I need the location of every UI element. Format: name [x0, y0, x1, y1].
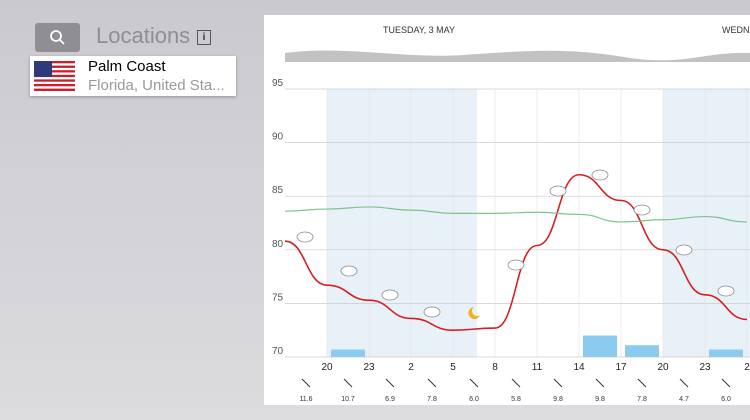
y-tick-label: 75: [272, 292, 284, 303]
weather-icon: [633, 204, 651, 216]
wind-arrow: [511, 378, 521, 388]
x-tick-label: 20: [657, 362, 669, 373]
wind-speed: 5.8: [511, 396, 521, 403]
day-label: WEDNE: [722, 25, 750, 35]
precip-bar: [709, 349, 743, 357]
location-region: Florida, United Sta...: [88, 77, 225, 94]
x-tick-label: 2: [408, 362, 414, 373]
wind-arrow: [301, 378, 311, 388]
y-tick-label: 90: [272, 132, 284, 143]
night-band: [327, 89, 477, 357]
weather-icon: [507, 259, 525, 271]
wind-speed: 7.8: [427, 396, 437, 403]
wind-speed: 6.9: [385, 396, 395, 403]
flag-icon: [34, 61, 75, 91]
x-tick-label: 5: [450, 362, 456, 373]
wind-speed: 9.8: [553, 396, 563, 403]
weather-icon: [423, 306, 441, 318]
overview-strip: [285, 50, 750, 62]
x-tick-label: 23: [699, 362, 711, 373]
x-tick-label: 14: [573, 362, 585, 373]
weather-icon: [591, 169, 609, 181]
weather-chart: TUESDAY, 3 MAY WEDNE 70 75 80 85 90 95 20 23 2 5 8 11…: [264, 15, 750, 405]
wind-arrow: [343, 378, 353, 388]
weather-icon: [549, 185, 567, 197]
wind-arrow: [427, 378, 437, 388]
wind-arrow: [721, 378, 731, 388]
y-tick-label: 80: [272, 239, 284, 250]
wind-speed: 7.8: [637, 396, 647, 403]
weather-icon: [340, 265, 358, 277]
y-tick-label: 70: [272, 346, 284, 357]
search-button[interactable]: [35, 23, 80, 52]
wind-arrow: [679, 378, 689, 388]
sidebar-title: Locations: [96, 23, 191, 48]
x-tick-label: 17: [615, 362, 627, 373]
x-tick-label: 2: [744, 362, 750, 373]
wind-arrow: [469, 378, 479, 388]
wind-arrow: [637, 378, 647, 388]
wind-speed: 10.7: [341, 396, 355, 403]
search-icon: [50, 30, 65, 45]
y-tick-label: 85: [272, 185, 284, 196]
x-tick-label: 23: [363, 362, 375, 373]
moon-icon: [468, 307, 480, 319]
x-tick-label: 11: [532, 362, 543, 373]
precip-bar: [331, 349, 365, 357]
wind-speed: 6.0: [721, 396, 731, 403]
day-label: TUESDAY, 3 MAY: [383, 25, 455, 35]
x-tick-label: 20: [321, 362, 333, 373]
temperature-line: [284, 173, 748, 332]
wind-speed: 6.0: [469, 396, 479, 403]
info-icon[interactable]: i: [197, 30, 211, 45]
wind-speed: 4.7: [679, 396, 689, 403]
wind-arrow: [595, 378, 605, 388]
temperature-line: [284, 206, 748, 223]
weather-icon: [296, 231, 314, 243]
wind-arrow: [385, 378, 395, 388]
wind-speed: 9.8: [595, 396, 605, 403]
y-tick-label: 95: [272, 78, 284, 89]
night-band: [663, 89, 750, 357]
weather-icon: [381, 289, 399, 301]
weather-icon: [675, 244, 693, 256]
location-name: Palm Coast: [88, 58, 166, 75]
precip-bar: [625, 345, 659, 357]
weather-icon: [717, 285, 735, 297]
x-tick-label: 8: [492, 362, 498, 373]
wind-speed: 11.6: [299, 396, 312, 403]
precip-bar: [583, 335, 617, 357]
location-card[interactable]: Palm Coast Florida, United Sta...: [30, 56, 236, 96]
wind-arrow: [553, 378, 563, 388]
